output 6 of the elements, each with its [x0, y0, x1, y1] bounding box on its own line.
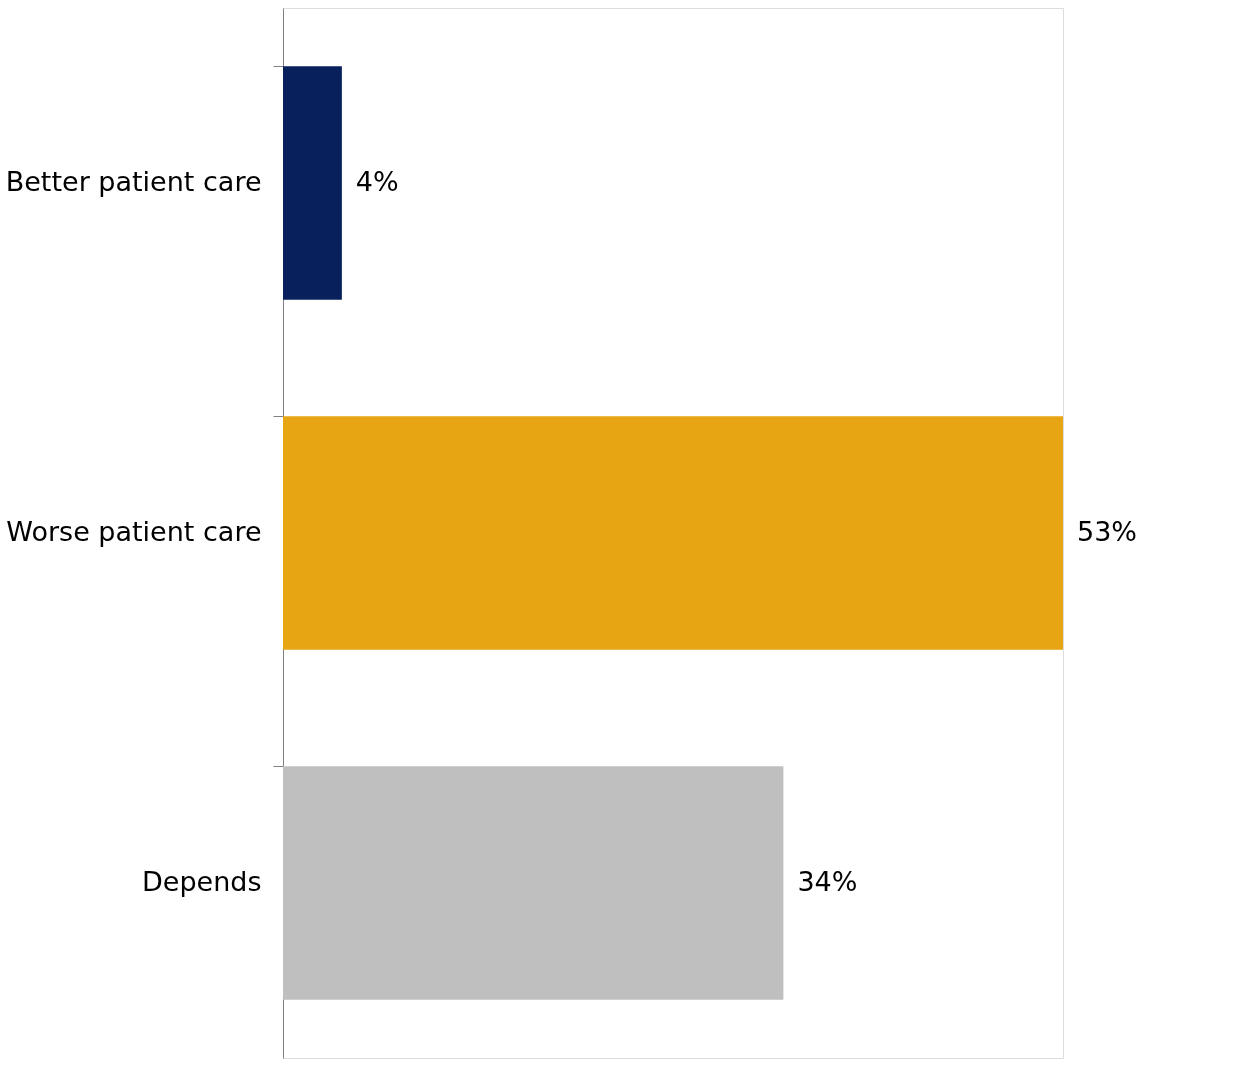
y-tick-label: Depends	[142, 865, 262, 897]
y-tick-label: Worse patient care	[6, 516, 262, 547]
data-label: 53%	[1077, 516, 1138, 547]
data-label: 4%	[355, 166, 399, 198]
data-label: 34%	[797, 865, 858, 897]
y-tick-label: Better patient care	[5, 166, 262, 198]
